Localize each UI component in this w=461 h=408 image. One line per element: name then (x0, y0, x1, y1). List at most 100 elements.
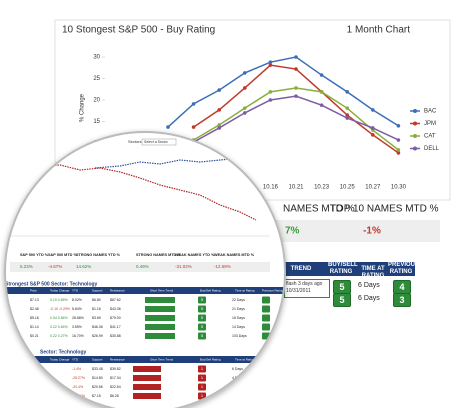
table1-title: Strongest S&P 500 Sector: Technology (5, 281, 98, 287)
previous-box (262, 296, 270, 304)
column-header: Price (30, 288, 37, 292)
previous-box (262, 314, 270, 322)
chart-title: 10 Stongest S&P 500 - Buy Rating (62, 25, 215, 36)
column-header: Buy/Sell Rating (200, 288, 221, 292)
trend-bar (133, 393, 161, 399)
stat-label: WEAK NAMES MTD % (214, 253, 255, 257)
sector-select[interactable] (141, 138, 177, 146)
y-tick-label: 15 (93, 119, 100, 125)
rating-box (198, 383, 206, 391)
point (268, 98, 273, 102)
trend-bar (133, 366, 161, 372)
summary-right-label: TOP 10 NAMES MTD % (330, 204, 439, 215)
table2-header (6, 356, 284, 363)
point (345, 106, 350, 110)
summary-left-value: 7% (285, 226, 300, 237)
inset-line (94, 151, 257, 169)
cell: $30.88 (110, 334, 121, 338)
previous-box (262, 323, 270, 331)
x-tick-label: 10.16 (263, 185, 279, 191)
time-at-rating: 6 Days (358, 282, 380, 289)
time-at-rating: 22 Days (232, 298, 245, 302)
point (243, 106, 247, 110)
point (319, 103, 324, 107)
time-at-rating: 16 Days (232, 316, 245, 320)
stat-value: 5.23% (20, 264, 33, 269)
y-tick-label: 25 (93, 76, 100, 82)
cell: 16.70% (72, 334, 84, 338)
cell: $3.69 (92, 316, 101, 320)
header-rating: BUY/SELL RATING (328, 262, 358, 275)
cell: $41.17 (110, 325, 121, 329)
cell: $17.34 (110, 376, 121, 380)
header-time: TIME AT RATING (361, 266, 385, 279)
column-header: Resistance (110, 357, 125, 361)
x-tick-label: 10.21 (288, 185, 304, 191)
cell: $22.54 (110, 385, 121, 389)
trend-bar (133, 384, 161, 390)
point (217, 108, 221, 112)
summary-left-label: NAMES MTD % (283, 204, 355, 215)
column-header: YTD (72, 288, 79, 292)
legend-marker (413, 134, 417, 138)
stats-band (10, 262, 270, 272)
cell: 5.84% (72, 307, 82, 311)
header-trend: TREND (290, 266, 312, 272)
x-tick-label: 10.25 (340, 185, 356, 191)
column-header: Previous Rating (262, 288, 284, 292)
sectors-label: Sectors (128, 139, 142, 144)
inset-line (14, 164, 257, 221)
table2-title: Sector: Technology (40, 349, 87, 355)
point (396, 148, 401, 152)
cell: $79.00 (110, 316, 121, 320)
point (396, 138, 401, 142)
cell: $20.56 (92, 385, 103, 389)
column-header: Support (92, 288, 103, 292)
sector-select-text: Select a Sector (144, 140, 169, 144)
point (345, 90, 350, 94)
cell: 0.22 0.64% (50, 325, 68, 329)
time-at-rating: 6 Days (232, 385, 243, 389)
column-header: Time at Rating (235, 288, 255, 292)
chart-subtitle: 1 Month Chart (347, 25, 411, 36)
rating-box (198, 305, 206, 313)
cell: 0.04 0.84% (50, 316, 68, 320)
cell: $6.26 (110, 394, 119, 398)
point (294, 86, 298, 90)
point (191, 125, 196, 129)
previous-box (262, 365, 270, 373)
cell: -0.10 -0.29% (50, 307, 70, 311)
cell: 3.55% (72, 325, 82, 329)
x-tick-label: 10.27 (365, 185, 381, 191)
point (217, 123, 221, 127)
rating-box (198, 323, 206, 331)
table-header-band (270, 262, 415, 276)
point (319, 73, 324, 77)
stat-value: 0.49% (136, 264, 149, 269)
legend-marker (413, 109, 417, 113)
rating-box (198, 365, 206, 373)
point (268, 90, 273, 94)
stat-label: STRONG NAMES MTD % (136, 253, 181, 257)
rating: 1 (201, 384, 204, 389)
x-tick-label: 10.30 (391, 185, 407, 191)
time-at-rating: 6 Days (232, 367, 243, 371)
cell: $0.21 (30, 334, 39, 338)
trend-bar (145, 297, 175, 303)
column-header: Today Change (50, 357, 70, 361)
column-header: Today Change (50, 288, 70, 292)
rating: 1 (201, 375, 204, 380)
cell: $5.16 (30, 316, 39, 320)
rating-box (198, 314, 206, 322)
y-tick-label: 30 (93, 55, 100, 61)
rating: 1 (201, 393, 204, 398)
cell: $26.99 (92, 334, 103, 338)
point (294, 55, 298, 59)
time-at-rating: 103 Days (232, 334, 247, 338)
header-previous: PREVIOUS RATING (388, 262, 420, 275)
point (396, 151, 401, 155)
cell: $67.62 (110, 298, 121, 302)
cell: $1.14 (30, 325, 39, 329)
previous-box (262, 392, 270, 400)
